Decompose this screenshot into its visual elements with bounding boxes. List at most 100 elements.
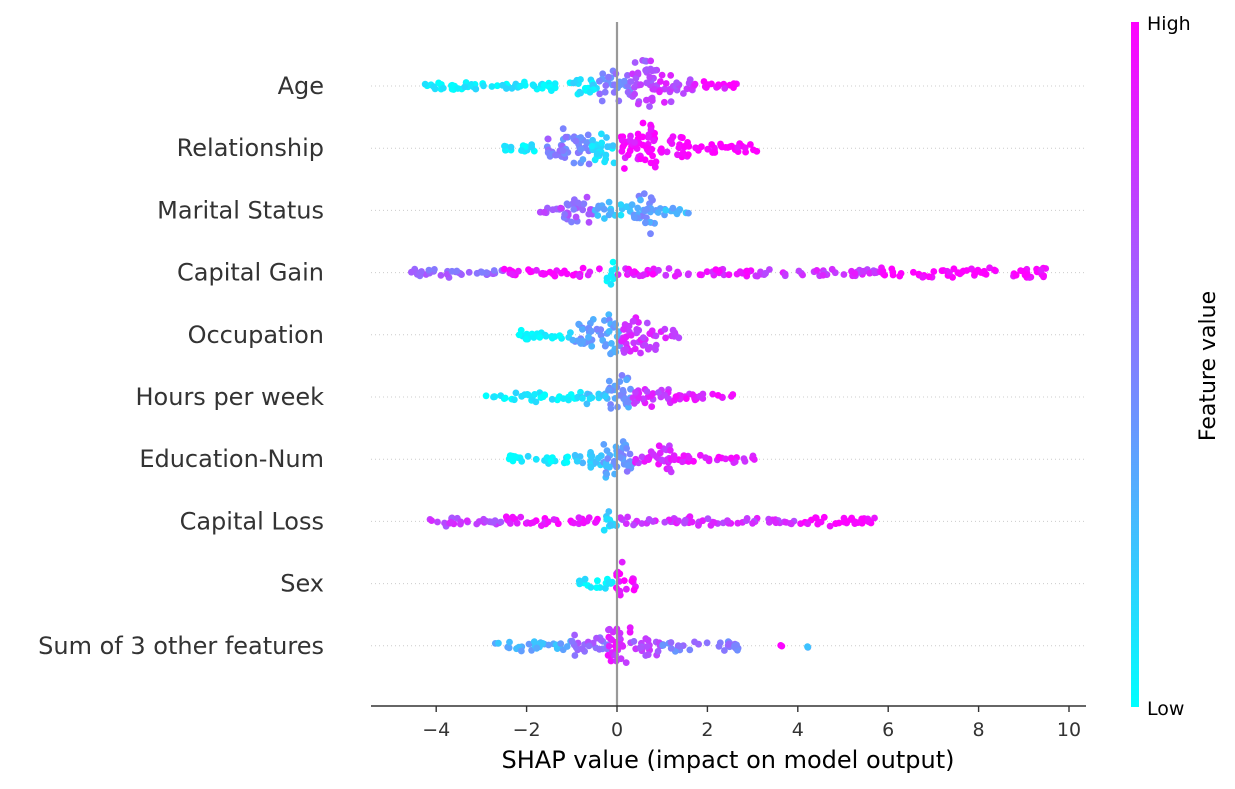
beeswarm-dot <box>661 391 669 399</box>
beeswarm-dot <box>570 206 578 213</box>
beeswarm-dot <box>612 265 620 272</box>
beeswarm-dot <box>425 266 433 274</box>
beeswarm-dot <box>631 90 638 98</box>
x-tick-label: 10 <box>1057 719 1081 741</box>
beeswarm-dot <box>488 83 496 90</box>
beeswarm-dot <box>550 516 558 523</box>
beeswarm-dot <box>721 85 729 92</box>
beeswarm-dot <box>529 81 537 89</box>
beeswarm-dot <box>640 190 648 198</box>
beeswarm-dot <box>703 639 711 647</box>
beeswarm-dot <box>623 203 630 211</box>
beeswarm-dot <box>679 149 687 157</box>
beeswarm-dot <box>516 82 524 90</box>
beeswarm-dot <box>717 142 725 150</box>
beeswarm-dot <box>531 391 539 398</box>
beeswarm-dot <box>743 267 751 275</box>
beeswarm-dot <box>649 270 657 278</box>
beeswarm-dot <box>593 584 601 591</box>
beeswarm-dot <box>658 456 665 464</box>
x-axis-ticks: −4 −2 0 2 4 6 8 10 <box>422 706 1081 741</box>
beeswarm-dot <box>588 454 595 462</box>
beeswarm-dot <box>652 158 660 166</box>
beeswarm-dot <box>711 149 719 156</box>
beeswarm-dot <box>647 126 655 134</box>
beeswarm-dot <box>730 80 738 87</box>
beeswarm-dot <box>581 575 589 583</box>
beeswarm-dot <box>573 457 581 465</box>
beeswarm-dot <box>617 655 625 663</box>
beeswarm-dot <box>704 81 712 89</box>
beeswarm-dot <box>530 638 538 645</box>
beeswarm-dot <box>695 640 702 648</box>
beeswarm-dot <box>602 82 610 89</box>
beeswarm-dot <box>575 577 583 585</box>
x-tick-label: 6 <box>882 719 894 741</box>
beeswarm-dot <box>512 389 520 397</box>
beeswarm-dot <box>585 333 592 341</box>
colorbar-low-label: Low <box>1147 698 1184 720</box>
beeswarm-dot <box>621 77 628 85</box>
feature-label: Sum of 3 other features <box>38 632 324 660</box>
beeswarm-dot <box>708 141 716 148</box>
beeswarm-dot <box>596 265 603 273</box>
beeswarm-dot <box>638 453 646 461</box>
beeswarm-dot <box>467 81 475 89</box>
beeswarm-dot <box>681 516 689 524</box>
beeswarm-dot <box>616 392 624 399</box>
beeswarm-dot <box>622 345 630 353</box>
beeswarm-dot <box>608 340 615 347</box>
beeswarm-dot <box>579 264 587 272</box>
beeswarm-dot <box>643 96 650 104</box>
beeswarm-dot <box>662 334 669 342</box>
x-tick-label: 2 <box>701 719 713 741</box>
beeswarm-dot <box>624 398 632 406</box>
beeswarm-dot <box>754 272 761 280</box>
beeswarm-dot <box>448 267 456 275</box>
beeswarm-dot <box>625 403 632 411</box>
beeswarm-dot <box>584 271 592 279</box>
feature-label: Sex <box>280 570 324 598</box>
beeswarm-dot <box>623 445 630 452</box>
beeswarm-dot <box>1021 270 1029 278</box>
beeswarm-dot <box>588 142 596 150</box>
beeswarm-dot <box>698 143 705 151</box>
beeswarm-dot <box>544 135 552 143</box>
beeswarm-dot <box>657 147 665 155</box>
beeswarm-dot <box>578 645 586 653</box>
beeswarm-dot <box>963 267 971 274</box>
beeswarm-dot <box>626 147 634 155</box>
beeswarm-dot <box>544 518 552 526</box>
beeswarm-dot <box>618 372 626 379</box>
beeswarm-dot <box>507 520 514 527</box>
beeswarm-dot <box>495 639 502 647</box>
beeswarm-dot <box>596 645 603 653</box>
beeswarm-dot <box>604 455 612 462</box>
beeswarm-dot <box>618 558 626 566</box>
beeswarm-dot <box>493 82 501 90</box>
beeswarm-dot <box>605 311 613 318</box>
beeswarm-dot <box>675 334 683 342</box>
beeswarm-dot <box>675 207 683 215</box>
beeswarm-dot <box>617 211 625 219</box>
beeswarm-dot <box>585 642 593 650</box>
beeswarm-dot <box>642 66 649 74</box>
beeswarm-dot <box>603 447 611 454</box>
beeswarm-dot <box>600 205 608 213</box>
beeswarm-dot <box>639 334 647 341</box>
beeswarm-dot <box>508 85 516 92</box>
beeswarm-dot <box>616 454 624 461</box>
beeswarm-dot <box>662 206 670 214</box>
beeswarm-dot <box>628 269 636 276</box>
beeswarm-dot <box>551 80 559 87</box>
beeswarm-dot <box>721 647 728 654</box>
beeswarm-dot <box>662 80 670 87</box>
beeswarm-dot <box>605 626 612 634</box>
beeswarm-dot <box>889 268 897 276</box>
beeswarm-dot <box>603 515 611 523</box>
beeswarm-dot <box>506 452 514 459</box>
beeswarm-dot <box>453 267 461 275</box>
beeswarm-dot <box>581 84 589 92</box>
beeswarm-dot <box>598 139 606 147</box>
beeswarm-dot <box>667 72 675 79</box>
